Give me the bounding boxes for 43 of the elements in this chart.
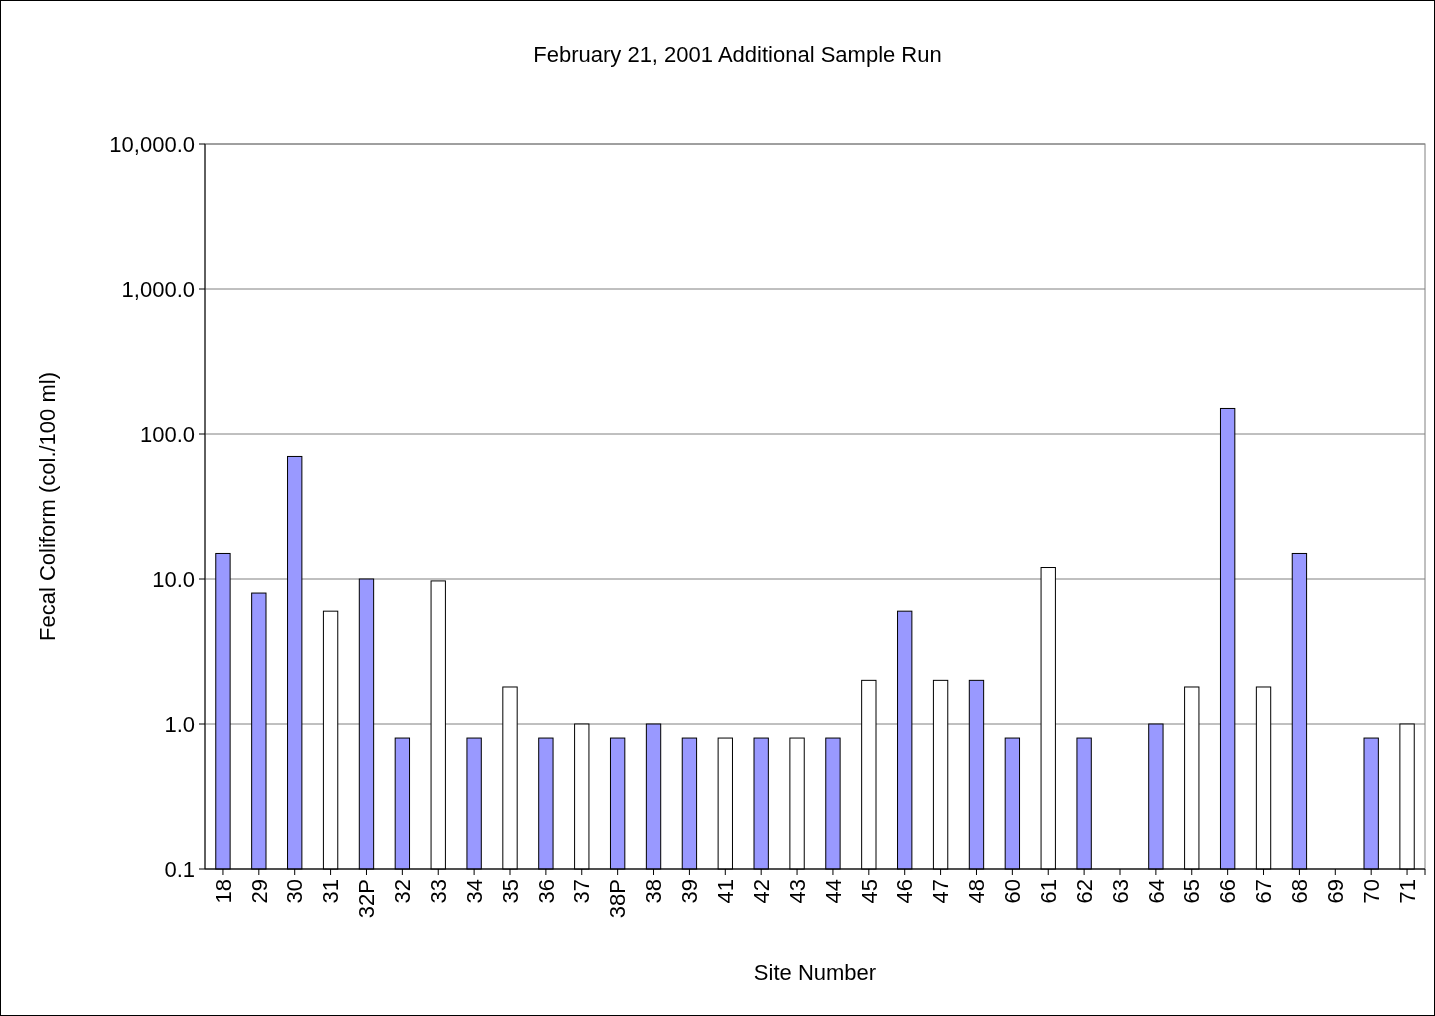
x-tick-label: 67 xyxy=(1251,879,1277,904)
x-tick-label: 37 xyxy=(569,879,595,904)
x-tick-label: 68 xyxy=(1287,879,1313,904)
x-tick-label: 71 xyxy=(1394,879,1420,904)
x-tick-label: 36 xyxy=(533,879,559,904)
y-tick-label: 10.0 xyxy=(152,566,195,592)
y-tick-label: 1.0 xyxy=(164,711,195,737)
x-tick-label: 45 xyxy=(856,879,882,904)
y-tick-label: 10,000.0 xyxy=(109,131,195,157)
x-tick-label: 33 xyxy=(425,879,451,904)
x-tick-label: 31 xyxy=(318,879,344,904)
chart-title: February 21, 2001 Additional Sample Run xyxy=(533,42,942,67)
x-tick-label: 35 xyxy=(497,879,523,904)
x-tick-label: 42 xyxy=(748,879,774,904)
x-tick-label: 60 xyxy=(1000,879,1026,904)
x-tick-label: 44 xyxy=(820,879,846,904)
x-tick-label: 65 xyxy=(1179,879,1205,904)
x-tick-label: 39 xyxy=(677,879,703,904)
x-tick-label: 34 xyxy=(461,879,487,904)
y-axis-title: Fecal Coliform (col./100 ml) xyxy=(35,372,60,641)
y-tick-label: 100.0 xyxy=(139,421,195,447)
x-tick-label: 38P xyxy=(605,879,631,919)
x-tick-label: 64 xyxy=(1143,879,1169,904)
x-tick-label: 69 xyxy=(1322,879,1348,904)
x-tick-label: 47 xyxy=(928,879,954,904)
x-axis-title: Site Number xyxy=(753,960,877,985)
x-tick-label: 32P xyxy=(354,879,380,919)
x-tick-label: 41 xyxy=(712,879,738,904)
x-tick-label: 43 xyxy=(784,879,810,904)
x-tick-label: 61 xyxy=(1035,879,1061,904)
x-tick-label: 18 xyxy=(210,879,236,904)
x-tick-label: 30 xyxy=(282,879,308,904)
x-tick-label: 66 xyxy=(1215,879,1241,904)
x-tick-label: 48 xyxy=(964,879,990,904)
y-tick-label: 0.1 xyxy=(164,856,195,882)
x-tick-label: 32 xyxy=(390,879,416,904)
x-tick-label: 38 xyxy=(641,879,667,904)
x-tick-label: 46 xyxy=(892,879,918,904)
x-tick-label: 29 xyxy=(246,879,272,904)
y-tick-label: 1,000.0 xyxy=(121,276,195,302)
x-tick-label: 70 xyxy=(1358,879,1384,904)
x-tick-label: 62 xyxy=(1071,879,1097,904)
x-tick-label: 63 xyxy=(1107,879,1133,904)
